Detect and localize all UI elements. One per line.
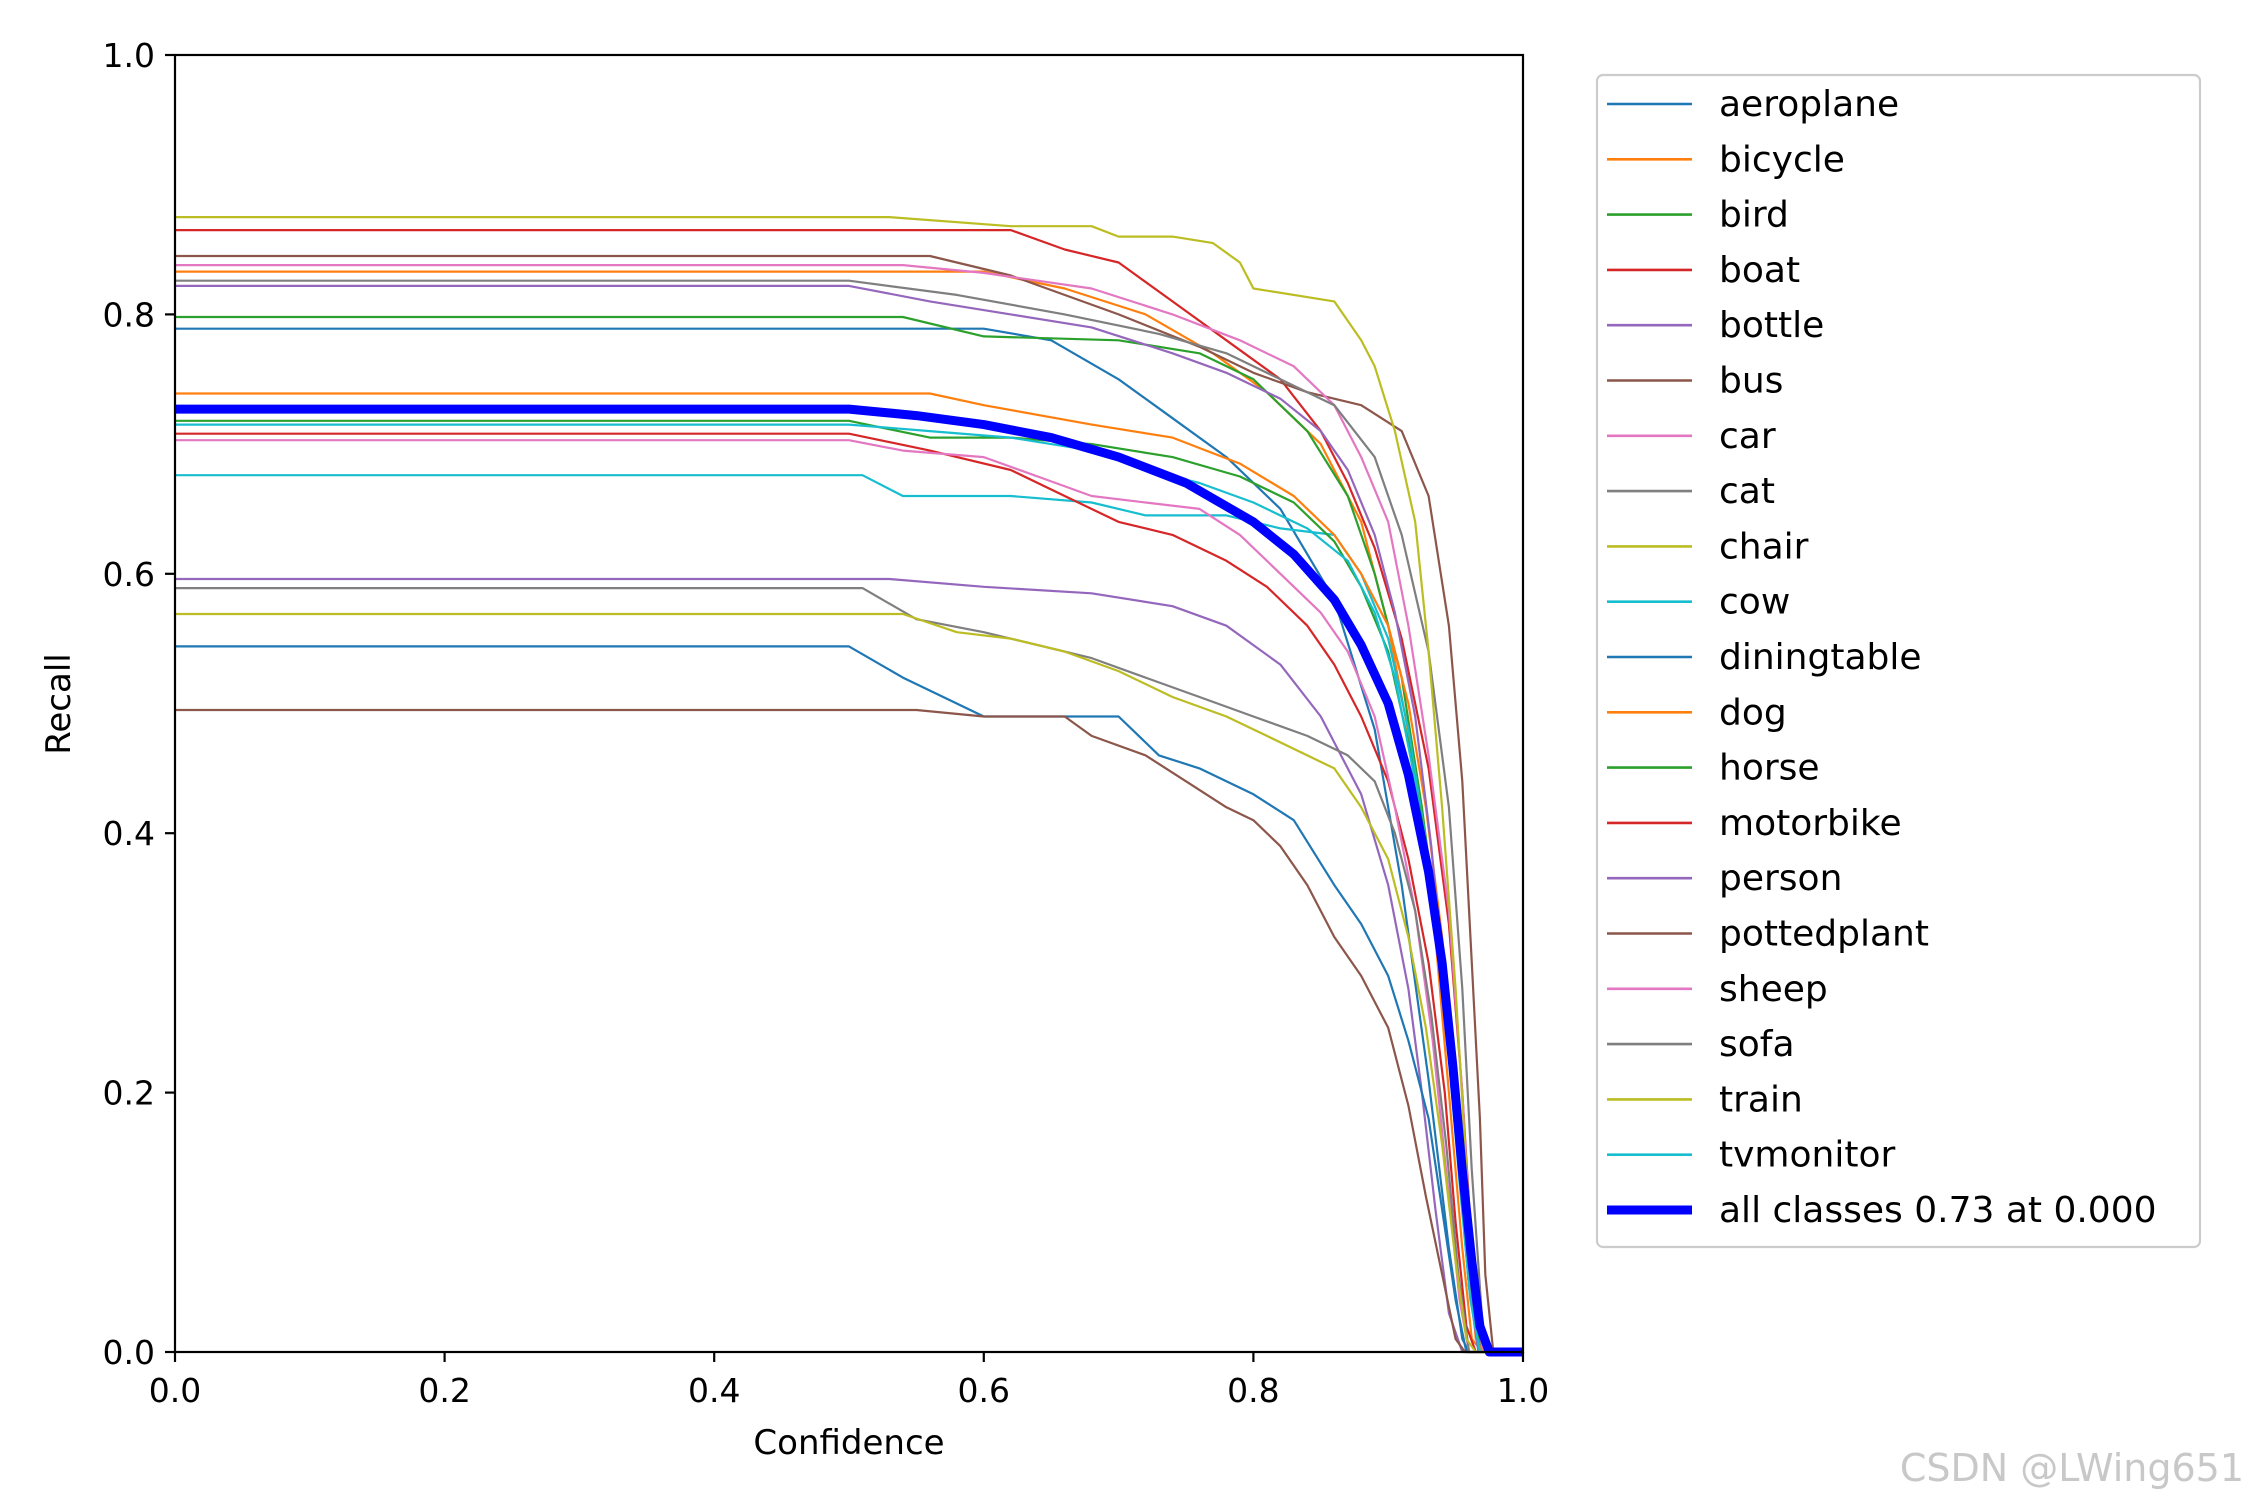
legend-label: car <box>1719 416 1776 457</box>
x-tick-label: 0.8 <box>1227 1371 1279 1410</box>
series-line-bus <box>175 254 1523 1354</box>
series-line-all-classes-0-73-at-0-000 <box>175 404 1523 1357</box>
y-tick-label: 1.0 <box>103 36 155 75</box>
legend-label: boat <box>1719 250 1800 291</box>
legend-label: dog <box>1719 692 1787 733</box>
series-line-pottedplant <box>175 708 1523 1354</box>
legend-label: motorbike <box>1719 803 1902 844</box>
legend-label: chair <box>1719 526 1809 567</box>
series-layer <box>175 216 1523 1357</box>
y-tick-label: 0.2 <box>103 1074 155 1113</box>
x-tick-label: 0.0 <box>149 1371 201 1410</box>
legend: aeroplane bicycle bird boat bottle bus car cat c… <box>1595 73 2202 1249</box>
x-axis-label: Confidence <box>753 1423 944 1463</box>
y-axis: 0.0 0.2 0.4 0.6 0.8 1.0 <box>103 36 175 1372</box>
series-line-chair <box>175 216 1523 1354</box>
legend-label: sheep <box>1719 969 1828 1010</box>
legend-label: bus <box>1719 361 1783 402</box>
legend-label: cow <box>1719 582 1790 623</box>
legend-label: train <box>1719 1079 1803 1120</box>
legend-label: person <box>1719 858 1842 899</box>
legend-label: cat <box>1719 471 1775 512</box>
legend-label: sofa <box>1719 1024 1795 1065</box>
series-line-sheep <box>175 439 1523 1354</box>
legend-label: pottedplant <box>1719 914 1929 955</box>
legend-label: bottle <box>1719 305 1824 346</box>
legend-label: diningtable <box>1719 637 1922 678</box>
x-axis: 0.0 0.2 0.4 0.6 0.8 1.0 <box>149 1352 1549 1410</box>
legend-label: all classes 0.73 at 0.000 <box>1719 1190 2157 1231</box>
series-line-train <box>175 612 1523 1354</box>
x-tick-label: 1.0 <box>1497 1371 1549 1410</box>
legend-frame <box>1595 73 2202 1249</box>
y-axis-label: Recall <box>39 653 79 754</box>
y-tick-label: 0.6 <box>103 555 155 594</box>
legend-label: tvmonitor <box>1719 1135 1895 1176</box>
y-tick-label: 0.0 <box>103 1333 155 1372</box>
legend-label: horse <box>1719 748 1820 789</box>
plot-frame <box>173 53 1525 1354</box>
series-line-cat <box>175 279 1523 1354</box>
x-tick-label: 0.6 <box>958 1371 1010 1410</box>
watermark: CSDN @LWing651 <box>1899 1446 2244 1490</box>
series-line-sofa <box>175 587 1523 1354</box>
series-line-diningtable <box>175 645 1523 1354</box>
legend-label: aeroplane <box>1719 84 1899 125</box>
y-tick-label: 0.4 <box>103 814 155 853</box>
x-tick-label: 0.2 <box>418 1371 470 1410</box>
series-line-bottle <box>175 577 1523 1354</box>
series-line-motorbike <box>175 432 1523 1354</box>
legend-label: bird <box>1719 195 1789 236</box>
y-tick-label: 0.8 <box>103 295 155 334</box>
legend-label: bicycle <box>1719 139 1845 180</box>
x-tick-label: 0.4 <box>688 1371 740 1410</box>
